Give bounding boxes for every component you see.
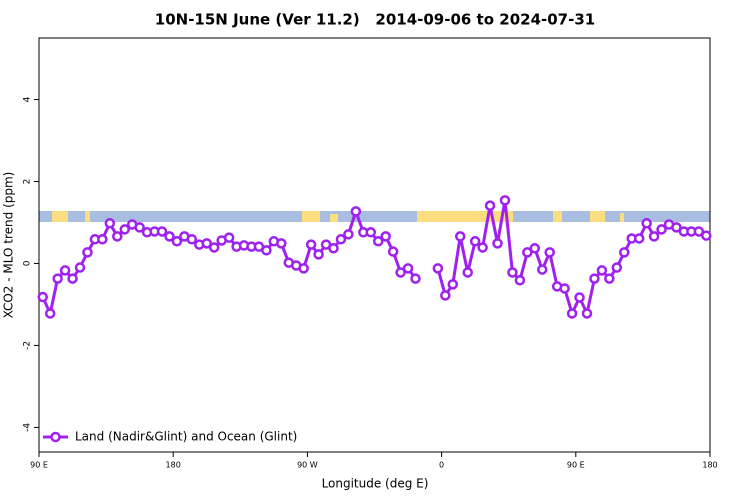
data-point	[671, 222, 682, 233]
data-point	[574, 292, 585, 303]
data-point	[276, 238, 287, 249]
data-point	[619, 247, 630, 258]
x-tick-label: 0	[439, 461, 444, 470]
data-point	[701, 230, 712, 241]
data-point	[462, 267, 473, 278]
data-point	[328, 243, 339, 254]
plot-frame	[38, 37, 711, 453]
y-tick-label: -2	[23, 341, 33, 350]
x-tick-label: 90 E	[30, 461, 48, 470]
data-point	[529, 243, 541, 254]
legend-label: Land (Nadir&Glint) and Ocean (Glint)	[75, 430, 297, 444]
data-point	[82, 247, 93, 258]
data-point	[387, 246, 399, 257]
data-point	[499, 195, 511, 206]
data-point	[44, 308, 56, 319]
data-point	[298, 263, 309, 274]
x-tick-label: 90 W	[297, 461, 318, 470]
data-point	[380, 231, 391, 242]
data-point	[440, 290, 451, 301]
land-band	[85, 211, 90, 222]
data-point	[171, 236, 183, 247]
data-point	[566, 308, 578, 319]
legend-box	[42, 426, 282, 448]
data-point	[484, 200, 496, 211]
data-point	[559, 283, 570, 294]
land-band	[590, 211, 605, 222]
land-band	[302, 211, 320, 222]
data-point	[112, 231, 123, 242]
x-tick-label: 90 E	[567, 461, 585, 470]
data-point	[186, 234, 198, 245]
data-point	[156, 226, 168, 237]
data-point	[164, 231, 175, 242]
data-point	[52, 273, 63, 284]
legend-marker	[50, 431, 61, 443]
land-band	[417, 211, 513, 222]
x-tick-label: 180	[166, 461, 181, 470]
data-point	[402, 263, 414, 274]
y-tick-label: 2	[23, 179, 33, 185]
data-point	[693, 226, 705, 237]
data-point	[589, 273, 600, 284]
surface-band	[39, 211, 710, 222]
data-point	[544, 247, 555, 258]
data-point	[74, 262, 86, 273]
land-band	[620, 213, 624, 222]
data-point	[641, 218, 652, 229]
land-band	[52, 211, 68, 222]
data-point	[343, 229, 354, 240]
data-point	[656, 224, 667, 235]
data-point	[522, 247, 533, 258]
data-point	[432, 263, 444, 274]
x-tick-label: 180	[702, 461, 717, 470]
data-point	[208, 242, 220, 253]
land-band	[553, 211, 562, 222]
data-point	[604, 273, 615, 284]
data-point	[305, 239, 317, 250]
data-point	[447, 279, 459, 290]
data-point	[469, 236, 481, 247]
data-point	[410, 273, 421, 284]
y-axis-label: XCO2 - MLO trend (ppm)	[2, 172, 16, 319]
data-point	[37, 291, 48, 303]
data-point	[223, 232, 235, 243]
data-point	[119, 224, 130, 235]
data-point	[596, 265, 608, 276]
data-point	[581, 308, 593, 319]
legend: Land (Nadir&Glint) and Ocean (Glint)	[42, 426, 297, 448]
ocean-band	[39, 211, 710, 222]
data-point	[261, 245, 272, 256]
data-point	[477, 242, 488, 253]
chart-title: 10N-15N June (Ver 11.2) 2014-09-06 to 20…	[155, 11, 595, 29]
land-band	[330, 214, 338, 222]
data-point	[335, 234, 347, 245]
x-axis-label: Longitude (deg E)	[322, 477, 429, 491]
data-point	[633, 233, 645, 244]
data-point	[648, 231, 660, 242]
y-tick-label: -4	[23, 423, 33, 432]
data-point	[395, 267, 406, 278]
data-point	[492, 238, 503, 249]
data-point	[365, 227, 377, 238]
data-point	[201, 238, 212, 249]
data-point	[134, 222, 145, 233]
data-point	[454, 231, 466, 242]
data-point	[507, 267, 518, 278]
data-point	[104, 218, 116, 229]
data-point	[59, 265, 71, 276]
data-point	[313, 249, 324, 260]
data-point	[514, 275, 526, 286]
data-point	[350, 206, 362, 217]
data-point	[97, 234, 108, 245]
y-tick-label: 0	[23, 260, 33, 266]
data-point	[537, 264, 548, 275]
data-point	[67, 273, 78, 284]
y-tick-label: 4	[23, 96, 33, 102]
data-point	[611, 262, 623, 273]
data-point	[372, 236, 384, 247]
